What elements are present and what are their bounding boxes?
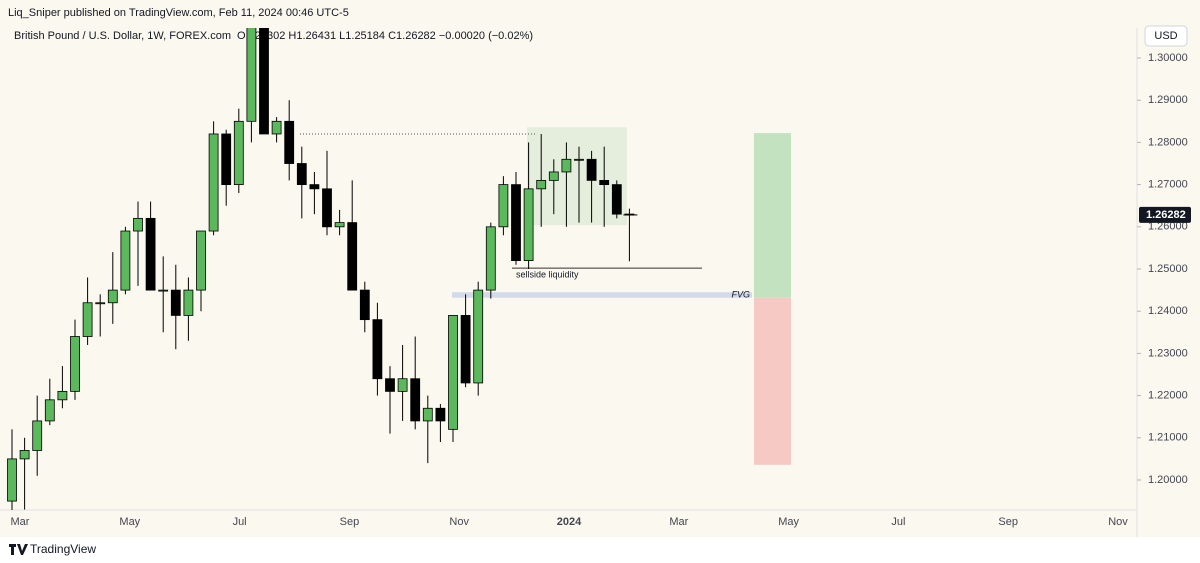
fvg-label: FVG (731, 289, 750, 299)
last-price-box (1139, 206, 1191, 223)
x-tick-label: Mar (669, 516, 688, 528)
candle-body (586, 158, 597, 181)
candle-body (57, 390, 68, 401)
ohlc: O1.26302 H1.26431 L1.25184 C1.26282 −0.0… (237, 30, 533, 42)
footer-logo (9, 544, 28, 555)
candle-body (183, 289, 194, 316)
x-tick-label: Sep (998, 516, 1018, 528)
candle-body (70, 336, 80, 392)
candle-body (158, 289, 169, 292)
y-tick-label: 1.24000 (1148, 305, 1188, 317)
range-box (527, 127, 627, 226)
candle-body (259, 28, 269, 135)
candle-body (548, 171, 559, 181)
candle-body (498, 184, 509, 228)
candle-body (397, 378, 408, 392)
candle-body (32, 420, 43, 451)
candle-body (485, 226, 496, 291)
candle-body (574, 158, 584, 161)
candle-body (82, 302, 93, 337)
candle-body (473, 289, 484, 384)
y-tick-label: 1.30000 (1148, 52, 1188, 64)
x-tick-label: Jul (233, 516, 247, 528)
y-tick-label: 1.28000 (1148, 136, 1188, 148)
candle-body (208, 133, 219, 232)
x-tick-label: Nov (1108, 516, 1128, 528)
candle-body (309, 184, 320, 190)
candle-body (322, 188, 332, 228)
y-tick-label: 1.29000 (1148, 94, 1188, 106)
candle-body (107, 289, 118, 304)
candle-body (271, 120, 282, 135)
sellside-label: sellside liquidity (516, 270, 579, 280)
fvg-zone (452, 292, 752, 298)
x-tick-label: May (119, 516, 140, 528)
candle-body (435, 407, 446, 422)
candle-body (448, 315, 458, 430)
candle-body (44, 399, 55, 422)
candle-body (196, 230, 206, 291)
x-tick-label: Nov (449, 516, 469, 528)
candle-body (422, 407, 433, 422)
candle-body (410, 378, 421, 422)
target-zone (754, 133, 791, 298)
plot-area: sellside liquidity FVG (7, 28, 791, 510)
candle-body (19, 450, 30, 460)
currency[interactable]: USD (1154, 30, 1177, 42)
x-tick-label: Sep (340, 516, 360, 528)
candle-body (221, 133, 232, 186)
candle-body (296, 163, 307, 186)
candle-body (334, 222, 345, 228)
candle-body (511, 184, 521, 261)
candle-body (120, 230, 131, 291)
y-tick-label: 1.27000 (1148, 179, 1188, 191)
stop-zone (754, 297, 791, 465)
candle-body (95, 302, 106, 305)
candle-body (145, 217, 156, 291)
y-tick-label: 1.25000 (1148, 263, 1188, 275)
candle-body (133, 217, 143, 232)
x-tick-label: May (778, 516, 799, 528)
candle-body (284, 120, 295, 164)
currency-button[interactable] (1144, 25, 1188, 47)
candle-body (536, 179, 547, 190)
x-tick-label: Jul (891, 516, 905, 528)
y-tick-label: 1.20000 (1148, 474, 1188, 486)
x-tick-label: Mar (11, 516, 30, 528)
candle-body (233, 120, 244, 186)
y-tick-label: 1.21000 (1148, 432, 1188, 444)
candle-body (7, 458, 17, 502)
candle-body (359, 289, 370, 321)
candle-body (347, 222, 358, 291)
candle-body (611, 184, 622, 215)
y-tick-label: 1.22000 (1148, 390, 1188, 402)
brand: TradingView (30, 542, 96, 556)
y-tick-label: 1.23000 (1148, 347, 1188, 359)
candle-body (523, 188, 534, 261)
publisher: Liq_Sniper published on TradingView.com,… (8, 7, 349, 19)
candle-body (460, 315, 471, 384)
symbol: British Pound / U.S. Dollar, 1W, FOREX.c… (14, 30, 231, 42)
candle-body (170, 289, 181, 316)
y-tick-label: 1.26000 (1148, 221, 1188, 233)
candle-body (246, 28, 257, 122)
candle-body (561, 158, 572, 173)
x-tick-label: 2024 (557, 516, 582, 528)
last-price-label: 1.26282 (1146, 209, 1186, 221)
candle-body (385, 378, 395, 392)
candle-body (372, 319, 383, 380)
candle-body (599, 179, 610, 186)
